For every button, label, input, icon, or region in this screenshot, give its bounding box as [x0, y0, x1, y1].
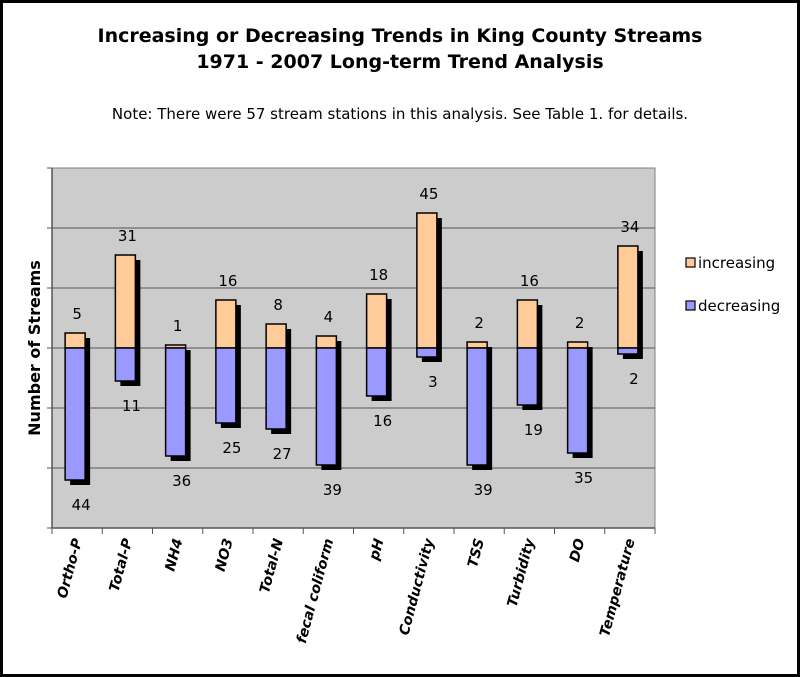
- x-tick-label: pH: [366, 537, 387, 563]
- bar-decreasing: [164, 347, 187, 457]
- data-label-increasing: 31: [118, 227, 137, 245]
- chart-title: Increasing or Decreasing Trends in King …: [97, 25, 703, 47]
- bar-increasing: [315, 335, 338, 349]
- data-label-decreasing: 44: [72, 496, 91, 514]
- data-label-decreasing: 36: [172, 472, 191, 490]
- legend-label-increasing: increasing: [698, 254, 775, 272]
- legend: increasing decreasing: [685, 254, 780, 315]
- data-label-increasing: 16: [218, 272, 237, 290]
- x-tick-label: fecal coliform: [294, 537, 337, 645]
- bar-increasing: [114, 254, 137, 349]
- bar-increasing: [466, 341, 488, 349]
- data-label-decreasing: 25: [222, 439, 241, 457]
- bar-decreasing: [516, 347, 539, 406]
- bar-increasing: [64, 332, 86, 349]
- x-tick-label: NH4: [162, 537, 186, 573]
- bar-decreasing: [315, 347, 338, 466]
- bar-decreasing: [466, 347, 488, 466]
- bar-increasing: [516, 299, 539, 349]
- x-tick-label: TSS: [465, 537, 488, 569]
- bar-increasing: [365, 293, 388, 349]
- x-tick-label: NO3: [213, 537, 237, 573]
- data-label-increasing: 2: [474, 314, 484, 332]
- bar-increasing: [265, 323, 287, 349]
- data-label-increasing: 1: [173, 317, 183, 335]
- bar-decreasing: [617, 347, 639, 355]
- data-label-increasing: 18: [369, 266, 388, 284]
- data-label-decreasing: 35: [574, 469, 593, 487]
- x-tick-label: Total-N: [257, 537, 287, 595]
- data-label-increasing: 45: [419, 185, 438, 203]
- bar-increasing: [566, 341, 589, 349]
- chart-note: Note: There were 57 stream stations in t…: [111, 105, 689, 123]
- chart-subtitle: 1971 - 2007 Long-term Trend Analysis: [196, 51, 604, 73]
- data-label-decreasing: 27: [273, 445, 292, 463]
- data-label-increasing: 16: [520, 272, 539, 290]
- bar-decreasing: [215, 347, 237, 424]
- data-label-decreasing: 16: [373, 412, 392, 430]
- data-label-decreasing: 2: [629, 370, 639, 388]
- data-label-decreasing: 3: [428, 373, 438, 391]
- bar-increasing: [416, 212, 438, 349]
- bar-increasing: [617, 245, 639, 349]
- x-tick-label: Turbidity: [505, 536, 539, 609]
- data-label-decreasing: 19: [524, 421, 543, 439]
- x-tick-label: DO: [567, 537, 589, 564]
- data-label-increasing: 4: [324, 308, 334, 326]
- bar-decreasing: [64, 347, 86, 481]
- bar-increasing: [215, 299, 237, 349]
- bar-decreasing: [114, 347, 137, 382]
- y-axis-label: Number of Streams: [25, 260, 44, 436]
- legend-swatch-decreasing: [685, 300, 696, 311]
- bar-decreasing: [566, 347, 589, 454]
- x-tick-label: Ortho-P: [55, 536, 86, 600]
- x-tick-label: Total-P: [107, 536, 137, 593]
- bar-decreasing: [265, 347, 287, 430]
- data-label-increasing: 5: [72, 305, 82, 323]
- data-label-decreasing: 39: [323, 481, 342, 499]
- legend-swatch-increasing: [685, 257, 696, 268]
- data-label-increasing: 2: [575, 314, 585, 332]
- data-label-increasing: 34: [620, 218, 639, 236]
- legend-label-decreasing: decreasing: [698, 297, 780, 315]
- x-tick-label: Temperature: [597, 537, 639, 638]
- data-label-decreasing: 11: [122, 397, 141, 415]
- x-tick-label: Conductivity: [397, 536, 438, 637]
- bar-decreasing: [416, 347, 438, 358]
- bar-decreasing: [365, 347, 388, 397]
- data-label-decreasing: 39: [474, 481, 493, 499]
- data-label-increasing: 8: [273, 296, 283, 314]
